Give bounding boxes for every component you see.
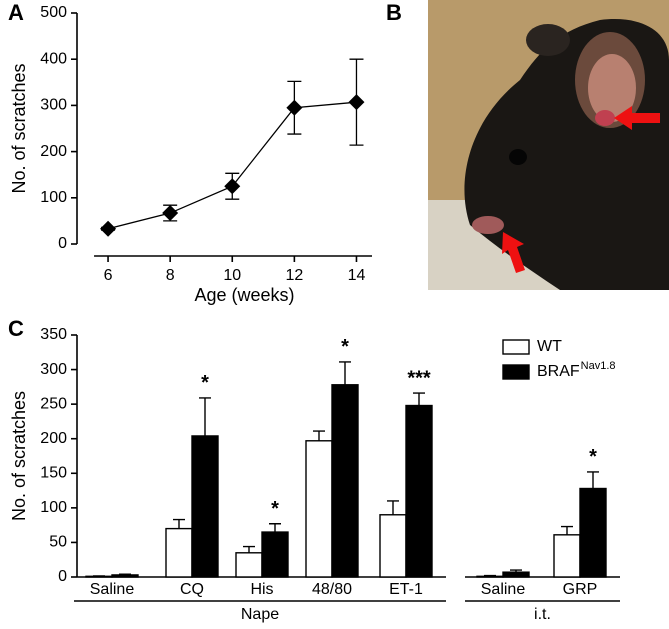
legend-label-superscript: Nav1.8	[581, 360, 616, 372]
x-tick-label: Saline	[481, 581, 526, 598]
error-bar	[339, 361, 351, 385]
significance-label: ***	[407, 367, 431, 389]
x-tick-label: 8	[166, 267, 175, 284]
bar	[111, 574, 139, 578]
significance-label: *	[341, 336, 349, 358]
y-tick-label: 500	[40, 4, 67, 21]
y-tick-label: 200	[40, 143, 67, 160]
x-tick-label: 6	[104, 267, 113, 284]
data-point	[348, 94, 365, 111]
x-tick-label: 48/80	[312, 581, 352, 598]
error-bar	[199, 397, 211, 436]
bar	[502, 571, 530, 578]
bar	[305, 440, 333, 578]
y-tick-label: 250	[40, 395, 67, 412]
data-point	[162, 205, 179, 222]
x-tick-label: ET-1	[389, 581, 423, 598]
error-bar	[387, 500, 399, 515]
x-tick-label: CQ	[180, 581, 204, 598]
y-tick-label: 100	[40, 499, 67, 516]
y-tick-label: 300	[40, 361, 67, 378]
panel-label: C	[8, 316, 24, 341]
error-bar	[313, 430, 325, 441]
y-tick-label: 0	[58, 235, 67, 252]
bar	[235, 552, 263, 578]
error-bar	[413, 392, 425, 406]
bar	[553, 534, 581, 578]
mouse-photo	[428, 0, 669, 291]
group-label: Nape	[241, 606, 279, 623]
y-tick-label: 350	[40, 326, 67, 343]
legend-label: BRAF	[537, 363, 580, 380]
x-tick-label: Saline	[90, 581, 135, 598]
legend-swatch	[502, 364, 530, 380]
panel-label: B	[386, 0, 402, 25]
bar	[379, 514, 407, 578]
bar	[85, 575, 113, 578]
error-bar	[561, 525, 573, 535]
data-point	[286, 99, 303, 116]
bar	[405, 404, 433, 578]
x-tick-label: 14	[348, 267, 366, 284]
data-line	[107, 101, 357, 230]
x-tick-label: GRP	[563, 581, 598, 598]
error-bar	[173, 518, 185, 529]
x-tick-label: 12	[285, 267, 303, 284]
significance-label: *	[271, 498, 279, 520]
panel-label: A	[8, 0, 24, 25]
error-bar	[243, 545, 255, 553]
bar	[261, 531, 289, 578]
x-tick-label: 10	[223, 267, 241, 284]
bar	[191, 435, 219, 578]
y-axis-label: No. of scratches	[9, 391, 29, 521]
y-tick-label: 0	[58, 568, 67, 585]
data-point	[224, 178, 241, 195]
y-axis-label: No. of scratches	[9, 63, 29, 193]
y-tick-label: 50	[49, 534, 67, 551]
legend-swatch	[502, 339, 530, 355]
data-point	[100, 220, 117, 237]
y-tick-label: 150	[40, 465, 67, 482]
y-tick-label: 100	[40, 189, 67, 206]
bar	[165, 527, 193, 578]
x-tick-label: His	[250, 581, 273, 598]
error-bar	[587, 471, 599, 489]
group-label: i.t.	[534, 606, 551, 623]
y-tick-label: 300	[40, 97, 67, 114]
error-bar	[269, 523, 281, 533]
legend-label: WT	[537, 338, 562, 355]
x-axis-label: Age (weeks)	[194, 285, 294, 305]
significance-label: *	[201, 372, 209, 394]
bar	[476, 575, 504, 578]
bar	[331, 384, 359, 578]
y-tick-label: 200	[40, 430, 67, 447]
bar	[579, 487, 607, 578]
significance-label: *	[589, 446, 597, 468]
y-tick-label: 400	[40, 50, 67, 67]
